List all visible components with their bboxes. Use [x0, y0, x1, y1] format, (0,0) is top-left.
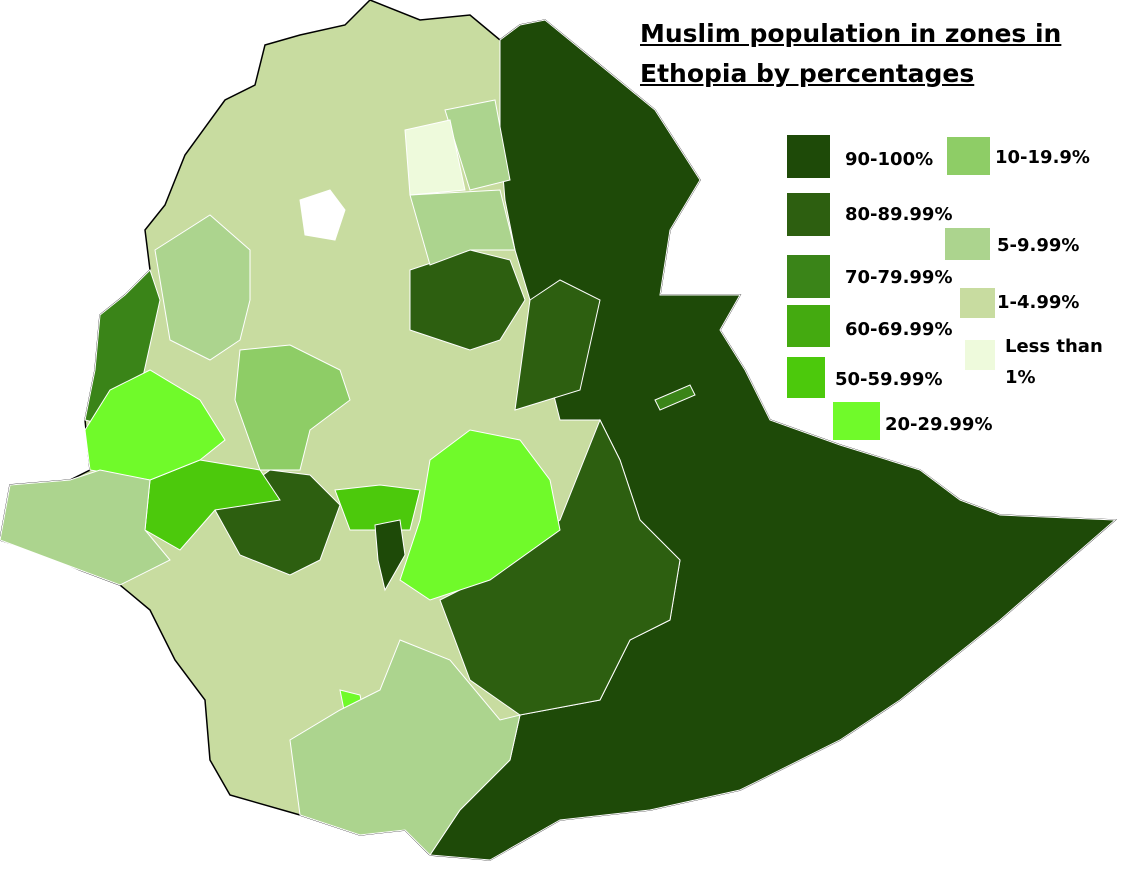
zone: [399, 429, 561, 601]
title: Muslim population in zones in Ethopia by…: [640, 19, 1062, 88]
zone: [429, 19, 1117, 861]
zone: [514, 279, 601, 411]
zone: [409, 189, 516, 266]
zone: [0, 469, 171, 586]
zone: [444, 99, 511, 191]
legend-swatch: [787, 193, 830, 236]
zone: [299, 189, 346, 241]
legend-swatch: [787, 305, 830, 347]
zone: [409, 249, 526, 351]
legend-swatch: [787, 357, 825, 398]
legend-swatch: [945, 228, 990, 260]
legend-label: 80-89.99%: [845, 204, 953, 225]
zone: [154, 214, 251, 361]
legend-swatch: [965, 340, 995, 370]
legend-swatch: [960, 288, 995, 318]
zone: [234, 344, 351, 471]
legend-swatch: [787, 255, 830, 298]
legend-label: Less than 1%: [1005, 336, 1103, 388]
zone: [334, 484, 421, 531]
legend-swatch: [833, 402, 880, 440]
legend-label: 10-19.9%: [995, 147, 1090, 168]
legend-label: 70-79.99%: [845, 267, 953, 288]
legend-label: 90-100%: [845, 149, 934, 170]
legend-label: 60-69.99%: [845, 319, 953, 340]
legend-label: 1-4.99%: [997, 292, 1080, 313]
zone: [289, 639, 521, 856]
legend-swatch: [947, 137, 990, 175]
zone: [439, 418, 681, 716]
legend-label: 50-59.99%: [835, 369, 943, 390]
zone: [654, 384, 696, 411]
legend-swatch: [787, 135, 830, 178]
zone: [144, 459, 281, 551]
zone: [404, 119, 466, 196]
zone: [374, 519, 406, 592]
legend-label: 5-9.99%: [997, 235, 1080, 256]
legend-label: 20-29.99%: [885, 414, 993, 435]
